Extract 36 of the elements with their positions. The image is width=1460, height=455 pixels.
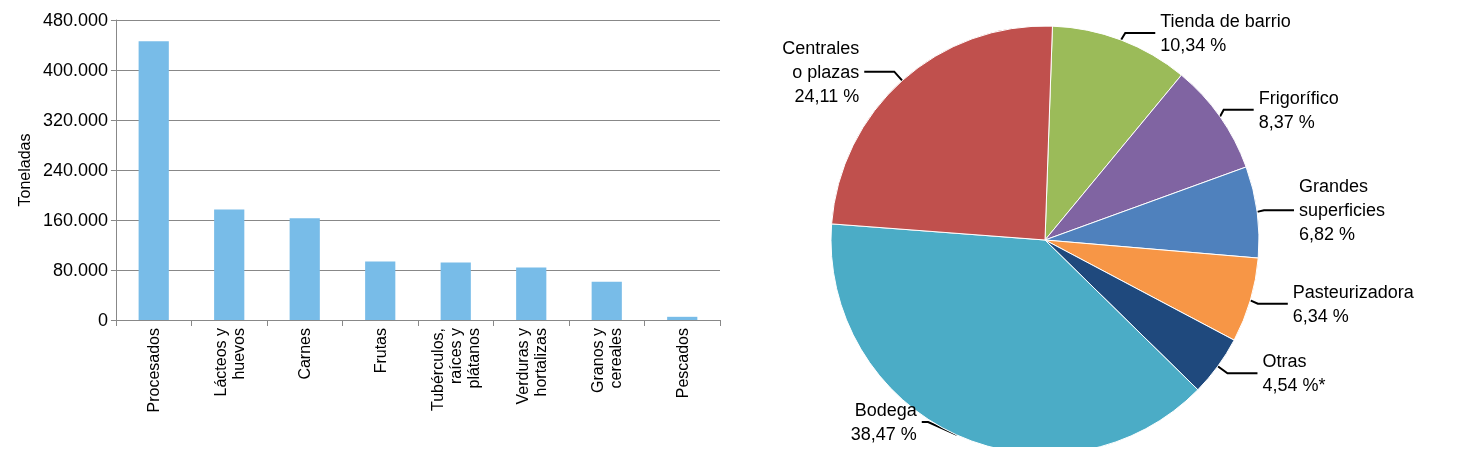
y-tick-label: 80.000	[52, 260, 108, 280]
y-tick-label: 480.000	[42, 10, 108, 30]
bar	[440, 262, 471, 320]
data-label: 4,54 %*	[1262, 375, 1326, 396]
bar	[289, 218, 320, 320]
slice-label: Frigorífico	[1258, 87, 1339, 108]
slice-label: Centrales o plazas	[782, 37, 860, 82]
x-tick-label: Lácteos y huevos	[211, 328, 247, 397]
data-label: 38,47 %	[850, 424, 917, 444]
data-label: 10,34 %	[1160, 35, 1227, 55]
bar	[138, 41, 169, 320]
y-axis-title: Toneladas	[15, 133, 33, 207]
y-tick-label: 400.000	[42, 60, 108, 80]
slice-label: Bodega	[854, 400, 918, 420]
bar	[667, 316, 698, 320]
data-label: 24,11 %	[794, 85, 860, 106]
slice-label: Otras	[1262, 351, 1307, 372]
slice-label: Tienda de barrio	[1160, 11, 1291, 31]
y-tick-label: 320.000	[42, 110, 108, 130]
slice-label: Pasteurizadora	[1292, 281, 1415, 302]
x-tick-label: Frutas	[371, 328, 389, 374]
bar	[516, 267, 547, 320]
data-label: 6,34 %	[1292, 305, 1349, 326]
bar	[591, 281, 622, 320]
x-tick-label: Procesados	[145, 328, 163, 413]
x-tick-label: Pescados	[673, 328, 691, 399]
x-tick-label: Tubérculos, raíces y plátanos	[429, 328, 483, 411]
y-tick-label: 0	[97, 310, 108, 330]
x-tick-label: Carnes	[296, 328, 314, 380]
y-tick-label: 160.000	[42, 210, 108, 230]
y-tick-label: 240.000	[42, 160, 108, 180]
data-label: 8,37 %	[1258, 111, 1315, 132]
bar	[365, 261, 396, 320]
slice-label: Grandes superficies	[1298, 176, 1386, 221]
data-label: 6,82 %	[1298, 224, 1356, 245]
bar	[214, 209, 245, 320]
